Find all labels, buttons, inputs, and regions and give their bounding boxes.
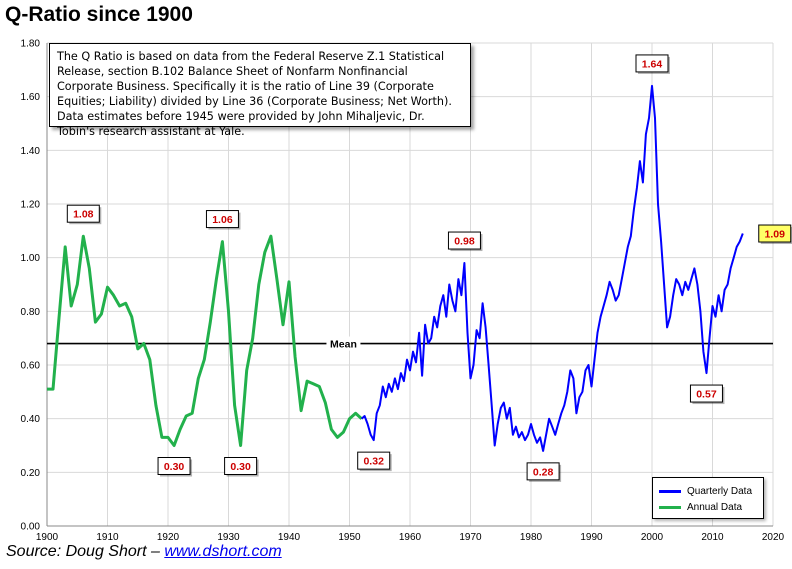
annotation-text: 0.30 [230,461,251,473]
annotation-label: 0.57 [689,384,725,405]
mean-line-group: Mean [47,336,773,351]
annotation-box [689,384,723,403]
annotation-label: 0.32 [357,451,392,472]
annotations: 1.08 1.06 0.98 1.64 0.30 0.30 0.32 0.28 0.57 1.09 [66,54,792,482]
annotation-text: 1.08 [73,209,94,221]
y-tick-label: 1.20 [21,200,41,211]
x-tick-label: 1920 [157,532,180,543]
page-title: Q-Ratio since 1900 [5,3,193,26]
annotation-label: 0.28 [526,462,562,482]
x-tick-label: 1950 [338,532,361,543]
annotation-label: 0.30 [224,457,259,477]
series-line-annual [47,234,363,447]
y-tick-label: 0.40 [21,414,41,425]
y-tick-label: 1.60 [21,92,41,103]
legend-swatch-annual [659,505,681,509]
methodology-note: The Q Ratio is based on data from the Fe… [49,43,471,138]
x-tick-label: 1980 [520,532,543,543]
annotation-box [447,231,481,250]
x-tick-label: 1900 [36,532,59,543]
annotation-text: 1.64 [642,58,663,70]
source-credit: Source: Doug Short – www.dshort.com [6,543,282,561]
legend-item-quarterly: Quarterly Data [659,484,752,498]
annotation-box [635,54,669,73]
series-lines [47,84,744,452]
annotation-text: 0.32 [363,456,384,468]
annotation-box [205,210,239,229]
x-tick-label: 2020 [762,532,785,543]
annotation-box [357,451,391,470]
legend-label-annual: Annual Data [687,501,743,513]
y-tick-label: 0.00 [21,522,41,533]
x-tick-label: 1960 [399,532,422,543]
annotation-label: 0.30 [157,457,193,477]
annotation-text: 0.98 [454,236,475,248]
annotation-box [224,457,258,475]
x-tick-label: 1990 [580,532,603,543]
x-tick-label: 1930 [217,532,240,543]
annotation-label: 1.64 [635,54,670,74]
mean-label: Mean [330,339,357,351]
y-tick-label: 1.00 [21,253,41,264]
annotation-text: 0.57 [696,389,717,401]
annotation-label: 1.06 [205,210,241,230]
annotation-box [66,204,100,223]
source-prefix: Source: Doug Short – [6,543,165,560]
annotation-box [157,457,191,475]
legend-label-quarterly: Quarterly Data [687,485,753,497]
annotation-label: 1.08 [66,204,102,225]
y-tick-label: 1.80 [21,39,41,50]
annotation-box [758,224,792,243]
annotation-box [526,462,560,481]
annotation-text: 1.09 [765,229,786,241]
source-link[interactable]: www.dshort.com [164,543,282,560]
x-tick-label: 1910 [96,532,119,543]
x-tick-label: 2010 [701,532,724,543]
annotation-text: 1.06 [212,214,233,226]
axes: 1900 1910 1920 1930 1940 1950 1960 1970 1980 1990… [21,39,785,544]
legend-item-annual: Annual Data [659,500,742,514]
series-line-quarterly [360,84,744,452]
annotation-label: 0.98 [447,231,483,252]
chart-legend: Quarterly Data Annual Data [652,477,764,519]
mean-label-bg [326,336,361,351]
x-tick-label: 2000 [641,532,664,543]
y-tick-label: 1.40 [21,146,41,157]
x-tick-label: 1970 [459,532,482,543]
legend-swatch-quarterly [659,489,681,493]
annotation-label: 1.09 [758,224,792,245]
x-tick-label: 1940 [278,532,301,543]
y-tick-label: 0.80 [21,307,41,318]
annotation-text: 0.30 [164,461,185,473]
annotation-text: 0.28 [533,466,554,478]
y-tick-label: 0.60 [21,361,41,372]
y-tick-label: 0.20 [21,468,41,479]
